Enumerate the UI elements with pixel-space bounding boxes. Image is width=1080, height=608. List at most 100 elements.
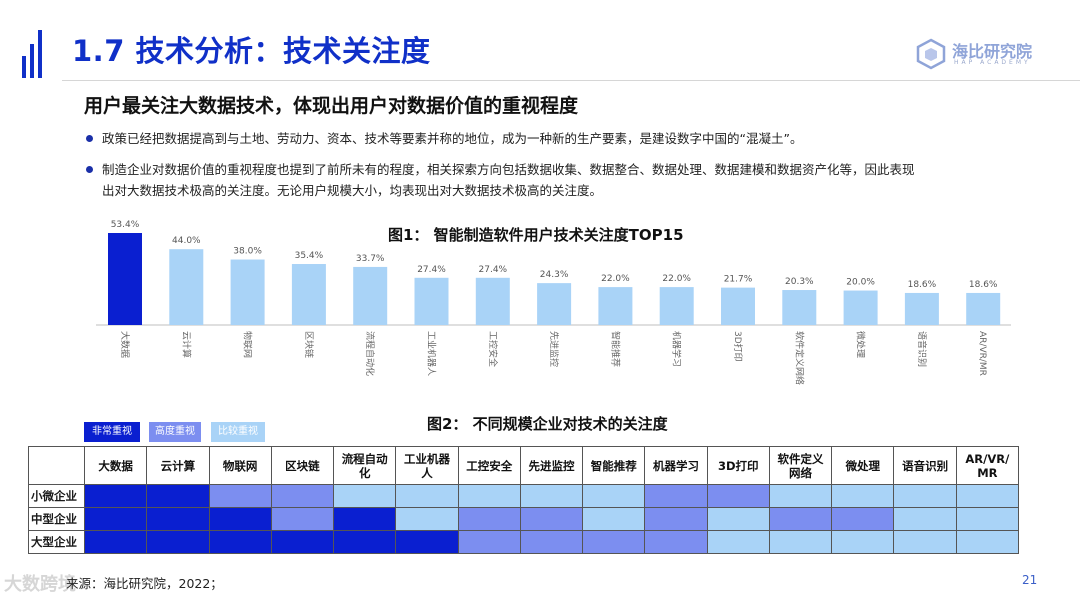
heat-cell	[955, 484, 1019, 508]
bar-value-label-4: 33.7%	[356, 254, 385, 264]
bar-value-label-0: 53.4%	[111, 220, 140, 230]
heat-cell	[270, 484, 335, 508]
bar-category-label-1: 云计算	[180, 331, 192, 358]
legend-very-important-label: 非常重视	[92, 426, 132, 437]
attention-heat-table: 大数据 云计算 物联网 区块链 流程自动化工业机器人工控安全 先进监控 智能推荐 机器学习 3D…	[28, 446, 1019, 554]
bar-category-label-14: AR/VR/MR	[977, 331, 987, 376]
heat-cell	[519, 507, 584, 531]
legend-fairly-important: 比较重视	[211, 422, 265, 442]
heat-cell	[208, 507, 272, 531]
bar-4	[353, 266, 388, 325]
bar-value-label-10: 21.7%	[724, 275, 753, 285]
watermark: 大数跨境	[4, 574, 76, 595]
heat-cell	[831, 507, 895, 531]
heat-cell	[582, 530, 646, 554]
bar-value-label-6: 27.4%	[479, 265, 508, 275]
table-row-label: 小微企业	[28, 484, 85, 508]
heat-cell	[768, 507, 833, 531]
bar-value-label-11: 20.3%	[785, 277, 814, 287]
bar-chart: 53.4% 大数据 44.0% 云计算 38.0% 物联网 35.4% 区块链 33.7% 流程自…	[96, 220, 1011, 385]
table-column-header: 区块链	[270, 446, 335, 485]
bar-category-label-7: 先进监控	[548, 331, 560, 367]
legend-fairly-important-label: 比较重视	[218, 426, 258, 437]
bar-category-label-4: 流程自动化	[364, 331, 376, 376]
bar-0	[108, 233, 142, 325]
heat-cell	[146, 484, 210, 508]
bar-category-label-2: 物联网	[242, 331, 254, 358]
bar-value-label-7: 24.3%	[540, 270, 569, 280]
page-title: 1.7 技术分析：技术关注度	[72, 34, 431, 68]
bar-category-label-10: 3D打印	[732, 331, 744, 362]
bar-7	[537, 283, 572, 325]
bar-value-label-14: 18.6%	[969, 280, 998, 290]
bar-6	[475, 277, 510, 325]
heat-cell	[644, 530, 708, 554]
heat-cell	[457, 507, 521, 531]
chart-2-title: 图2： 不同规模企业对技术的关注度	[427, 415, 668, 433]
heat-cell	[955, 530, 1019, 554]
heat-cell	[270, 530, 335, 554]
heat-cell	[519, 530, 584, 554]
heat-cell	[333, 530, 397, 554]
bar-13	[904, 292, 939, 325]
bar-category-label-0: 大数据	[119, 331, 131, 358]
heat-cell	[831, 530, 895, 554]
heat-cell	[893, 484, 957, 508]
heat-cell	[208, 530, 272, 554]
table-column-header: 大数据	[83, 446, 148, 485]
table-column-header: 流程自动化	[333, 446, 397, 485]
heat-cell	[333, 484, 397, 508]
bullet-text-1: 政策已经把数据提高到与土地、劳动力、资本、技术等要素并称的地位，成为一种新的生产…	[102, 131, 803, 146]
table-corner	[28, 446, 85, 485]
table-column-header: 工控安全	[457, 446, 521, 485]
bar-category-label-6: 工控安全	[487, 331, 499, 367]
bar-5	[414, 277, 449, 325]
bar-category-label-5: 工业机器人	[426, 331, 438, 376]
table-column-header: 微处理	[831, 446, 895, 485]
table-column-header: 物联网	[208, 446, 272, 485]
bar-12	[843, 290, 878, 325]
bar-value-label-12: 20.0%	[846, 278, 875, 288]
legend-highly-important-label: 高度重视	[155, 426, 195, 437]
page-number: 21	[1022, 573, 1038, 587]
bar-value-label-8: 22.0%	[601, 274, 630, 284]
heat-cell	[955, 507, 1019, 531]
section-subtitle: 用户最关注大数据技术，体现出用户对数据价值的重视程度	[84, 95, 579, 117]
table-row-label: 大型企业	[28, 530, 85, 554]
heat-cell	[457, 484, 521, 508]
header-divider	[62, 80, 1080, 81]
logo: 海比研究院 HAP ACADEMY	[916, 36, 1046, 72]
bar-category-label-13: 语音识别	[916, 331, 928, 367]
legend-highly-important: 高度重视	[149, 422, 201, 442]
heat-cell	[831, 484, 895, 508]
heat-cell	[208, 484, 272, 508]
table-column-header: 3D打印	[706, 446, 770, 485]
table-column-header: 工业机器人	[395, 446, 459, 485]
table-row: 中型企业	[28, 507, 1019, 531]
bar-8	[598, 287, 633, 325]
bar-2	[230, 259, 265, 325]
bullet-text-2: 制造企业对数据价值的重视程度也提到了前所未有的程度，相关探索方向包括数据收集、数…	[102, 162, 915, 198]
bar-value-label-5: 27.4%	[417, 265, 446, 275]
bar-1	[169, 249, 204, 325]
logo-subtitle: HAP ACADEMY	[954, 59, 1031, 66]
table-row: 小微企业	[28, 484, 1019, 508]
bar-category-label-8: 智能推荐	[609, 331, 621, 367]
heat-cell	[395, 507, 459, 531]
source-note: 来源：海比研究院，2022；	[66, 576, 223, 591]
heat-cell	[83, 530, 148, 554]
bar-category-label-3: 区块链	[303, 331, 315, 358]
heat-cell	[395, 530, 459, 554]
heat-cell	[706, 484, 770, 508]
title-bars-decoration	[22, 30, 52, 78]
bar-10	[721, 287, 755, 325]
heat-cell	[768, 484, 833, 508]
heat-cell	[457, 530, 521, 554]
heat-cell	[582, 507, 646, 531]
heat-cell	[146, 507, 210, 531]
table-row: 大型企业	[28, 530, 1019, 554]
table-column-header: 智能推荐	[582, 446, 646, 485]
heat-cell	[519, 484, 584, 508]
chart-1-title: 图1： 智能制造软件用户技术关注度TOP15	[388, 226, 684, 244]
bar-value-label-1: 44.0%	[172, 236, 201, 246]
